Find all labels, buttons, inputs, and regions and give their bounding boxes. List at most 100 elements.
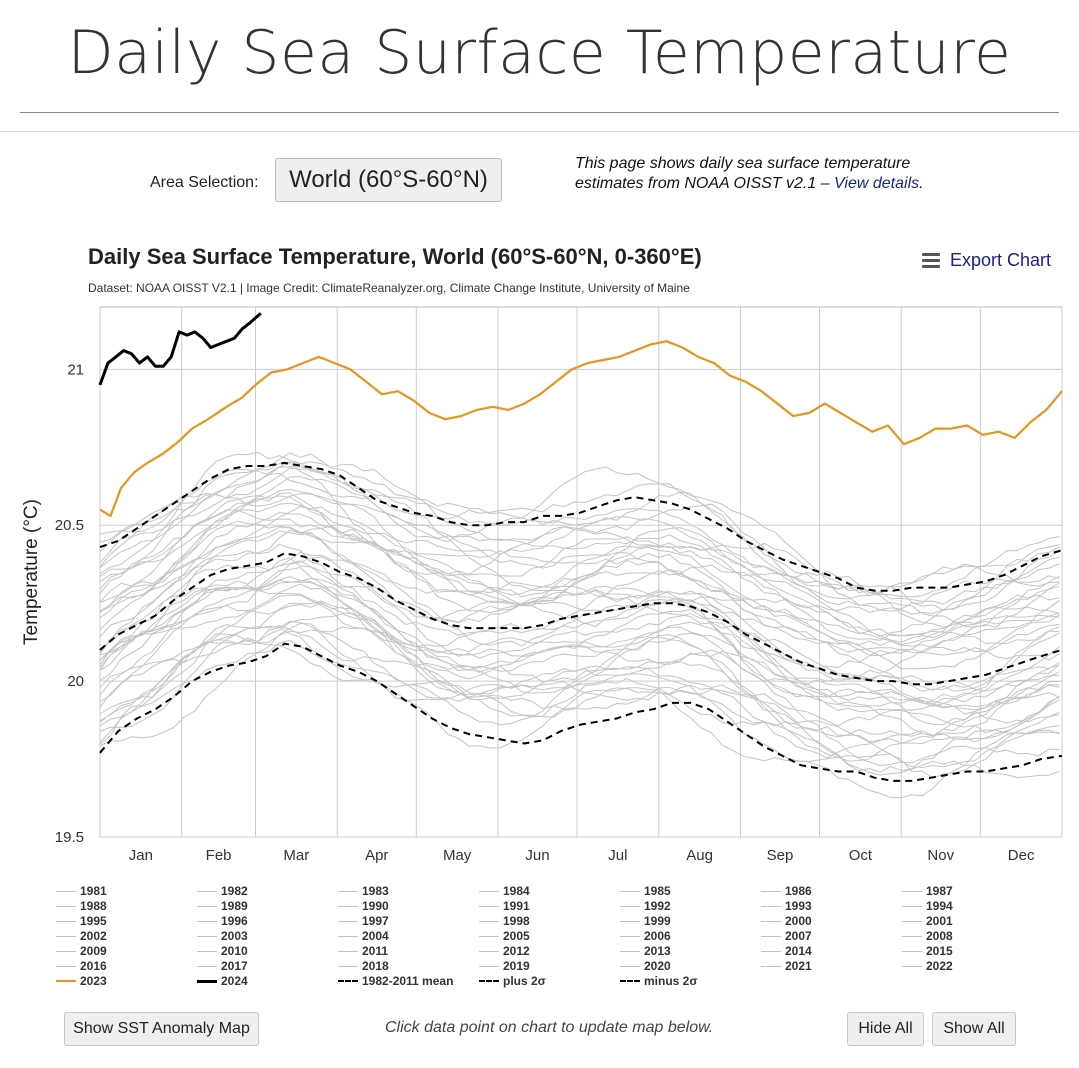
year-series-line (99, 511, 1060, 656)
y-tick-label: 21 (67, 361, 84, 378)
x-tick-label: Apr (365, 847, 388, 864)
year-series-line (99, 594, 1060, 744)
legend-label: 2015 (926, 944, 953, 958)
y-tick-label: 19.5 (55, 829, 84, 846)
legend-swatch (56, 921, 76, 922)
legend-swatch (338, 951, 358, 952)
year-series-line (99, 557, 1060, 705)
year-series-line (99, 461, 1060, 600)
legend-label: 2008 (926, 929, 953, 943)
chart-credit: Dataset: NOAA OISST V2.1 | Image Credit:… (88, 281, 690, 295)
chart-legend: 1981 1982 1983 1984 1985 1986 1987 1988 1989 1990… (56, 884, 1056, 990)
year-series-line (99, 530, 1060, 677)
legend-label: 2012 (503, 944, 530, 958)
legend-swatch (338, 980, 358, 982)
x-tick-label: Aug (686, 847, 713, 864)
legend-swatch (338, 966, 358, 967)
legend-swatch (197, 936, 217, 937)
legend-swatch (902, 921, 922, 922)
x-tick-label: Jan (129, 847, 153, 864)
year-series-line (99, 476, 1060, 615)
year-series-line (99, 633, 1060, 779)
legend-label: 2014 (785, 944, 812, 958)
legend-label: 2000 (785, 914, 812, 928)
year-series-line (99, 579, 1060, 708)
header-divider (0, 131, 1079, 132)
legend-swatch (620, 921, 640, 922)
legend-label: 1990 (362, 899, 389, 913)
legend-swatch (479, 936, 499, 937)
legend-swatch (761, 966, 781, 967)
show-all-button[interactable]: Show All (932, 1012, 1016, 1046)
legend-swatch (479, 951, 499, 952)
legend-label: 2006 (644, 929, 671, 943)
series-plus-2-line (99, 461, 1063, 592)
year-series-line (99, 600, 1060, 738)
year-series-line (99, 626, 1060, 762)
legend-label: minus 2σ (644, 974, 698, 988)
legend-label: 1987 (926, 884, 953, 898)
legend-swatch (761, 891, 781, 892)
view-details-link[interactable]: View details (834, 175, 920, 192)
legend-label: 2007 (785, 929, 812, 943)
year-series-line (99, 492, 1060, 646)
series-1982-2011-mean-line (99, 552, 1063, 686)
legend-label: 2001 (926, 914, 953, 928)
legend-swatch (56, 980, 76, 982)
legend-swatch (620, 951, 640, 952)
year-series-line (99, 583, 1060, 737)
legend-label: 2024 (221, 974, 248, 988)
legend-label: 1982 (221, 884, 248, 898)
legend-swatch (197, 980, 217, 983)
year-series-line (99, 543, 1060, 692)
legend-label: 2005 (503, 929, 530, 943)
legend-label: 1996 (221, 914, 248, 928)
legend-swatch (479, 980, 499, 982)
year-series-line (99, 466, 1060, 611)
legend-swatch (761, 921, 781, 922)
legend-label: 1981 (80, 884, 107, 898)
x-tick-label: Nov (927, 847, 954, 864)
x-tick-label: Sep (767, 847, 794, 864)
area-selection-dropdown[interactable]: World (60°S-60°N) (275, 158, 502, 202)
legend-swatch (197, 951, 217, 952)
legend-swatch (56, 936, 76, 937)
legend-swatch (479, 921, 499, 922)
y-axis-title: Temperature (°C) (21, 499, 42, 645)
year-series-line (99, 492, 1060, 629)
legend-swatch (56, 891, 76, 892)
show-sst-anomaly-map-button[interactable]: Show SST Anomaly Map (64, 1012, 259, 1046)
hamburger-menu-icon (922, 250, 940, 271)
hide-all-button[interactable]: Hide All (847, 1012, 924, 1046)
year-series-line (99, 488, 1060, 637)
legend-label: 2023 (80, 974, 107, 988)
x-tick-label: Feb (206, 847, 232, 864)
page-title: Daily Sea Surface Temperature (67, 18, 1012, 88)
export-chart-button[interactable]: Export Chart (922, 248, 1051, 272)
legend-swatch (902, 891, 922, 892)
legend-swatch (338, 936, 358, 937)
x-tick-label: Dec (1008, 847, 1035, 864)
legend-swatch (56, 906, 76, 907)
legend-label: 1989 (221, 899, 248, 913)
y-tick-label: 20 (67, 673, 84, 690)
legend-label: 1999 (644, 914, 671, 928)
legend-swatch (620, 891, 640, 892)
x-tick-label: Mar (283, 847, 309, 864)
chart-hint: Click data point on chart to update map … (385, 1019, 714, 1036)
legend-swatch (197, 891, 217, 892)
legend-label: 2021 (785, 959, 812, 973)
legend-swatch (620, 936, 640, 937)
legend-swatch (197, 966, 217, 967)
legend-label: plus 2σ (503, 974, 546, 988)
series-minus-2-line (99, 642, 1063, 782)
legend-swatch (197, 921, 217, 922)
legend-swatch (761, 951, 781, 952)
legend-label: 2009 (80, 944, 107, 958)
legend-label: 2016 (80, 959, 107, 973)
legend-label: 2011 (362, 944, 389, 958)
x-tick-label: May (443, 847, 472, 864)
sst-line-chart[interactable]: 19.5 20 20.5 21 Jan Feb Mar Apr May Jun Jul Aug Sep O… (0, 296, 1079, 876)
legend-label: 1986 (785, 884, 812, 898)
legend-label: 1988 (80, 899, 107, 913)
